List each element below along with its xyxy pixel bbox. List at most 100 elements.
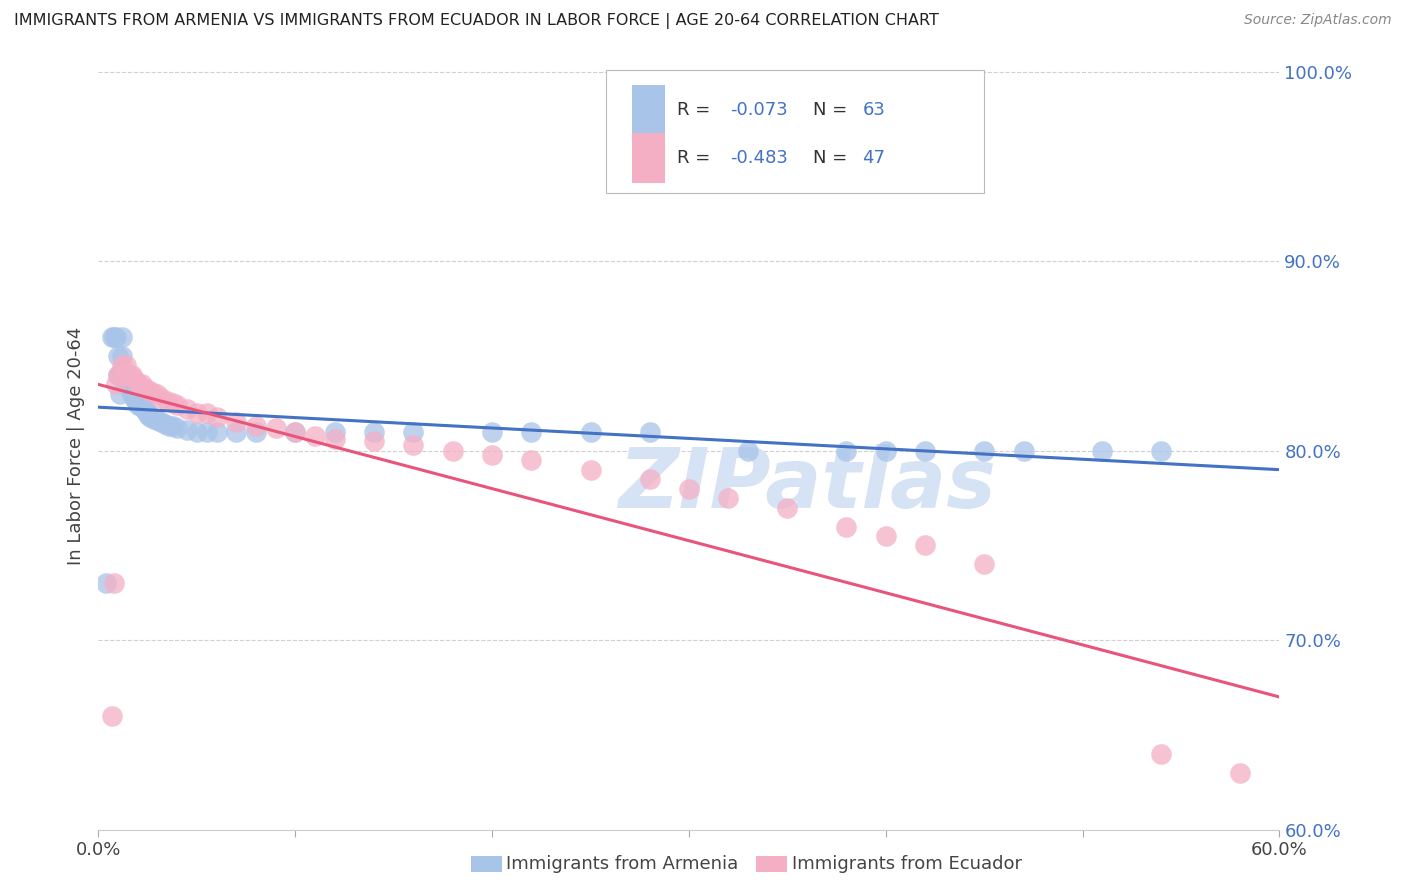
Point <box>146 413 169 427</box>
Text: N =: N = <box>813 149 853 168</box>
Point <box>1150 443 1173 458</box>
Point <box>96 576 118 591</box>
Point <box>156 394 179 409</box>
Point <box>914 538 936 552</box>
Point <box>115 374 138 388</box>
Point <box>128 398 150 412</box>
Text: ZIPatlas: ZIPatlas <box>619 444 995 524</box>
Point <box>107 349 129 363</box>
Y-axis label: In Labor Force | Age 20-64: In Labor Force | Age 20-64 <box>66 326 84 566</box>
Text: Immigrants from Ecuador: Immigrants from Ecuador <box>792 855 1022 873</box>
Point <box>176 402 198 417</box>
Point <box>112 368 135 382</box>
Point <box>264 421 287 435</box>
Point <box>111 359 134 373</box>
Point <box>914 443 936 458</box>
Point <box>108 368 131 382</box>
Point <box>678 482 700 496</box>
Text: -0.483: -0.483 <box>730 149 789 168</box>
Text: IMMIGRANTS FROM ARMENIA VS IMMIGRANTS FROM ECUADOR IN LABOR FORCE | AGE 20-64 CO: IMMIGRANTS FROM ARMENIA VS IMMIGRANTS FR… <box>14 13 939 29</box>
Point <box>166 421 188 435</box>
Point <box>141 384 163 399</box>
Point <box>115 372 138 386</box>
Point <box>132 381 155 395</box>
Point <box>284 425 307 439</box>
Point <box>1012 443 1035 458</box>
Point <box>323 433 346 447</box>
FancyBboxPatch shape <box>606 70 984 193</box>
Point <box>195 425 218 439</box>
Point <box>121 387 143 401</box>
Point <box>107 368 129 382</box>
Point <box>155 417 177 432</box>
Point <box>245 419 267 434</box>
Point <box>131 400 153 414</box>
Point <box>142 411 165 425</box>
Point <box>520 453 543 467</box>
Point <box>776 500 799 515</box>
Point <box>186 406 208 420</box>
Point <box>284 425 307 439</box>
Point <box>402 425 425 439</box>
Point <box>737 443 759 458</box>
Point <box>150 415 173 429</box>
Point <box>225 415 247 429</box>
Point <box>127 376 149 390</box>
Point <box>875 443 897 458</box>
Point <box>132 402 155 417</box>
Text: Source: ZipAtlas.com: Source: ZipAtlas.com <box>1244 13 1392 28</box>
Point <box>125 394 148 409</box>
Point <box>146 387 169 401</box>
Text: N =: N = <box>813 101 853 119</box>
Point <box>363 434 385 449</box>
Point <box>107 368 129 382</box>
Point <box>136 408 159 422</box>
Point <box>402 438 425 452</box>
Point <box>579 463 602 477</box>
Point <box>112 368 135 382</box>
Point <box>103 330 125 344</box>
Point <box>118 368 141 382</box>
Point <box>127 396 149 410</box>
Text: R =: R = <box>678 101 716 119</box>
Point <box>162 419 184 434</box>
Point <box>117 368 139 382</box>
Point <box>304 428 326 442</box>
Point <box>136 406 159 420</box>
Point <box>136 383 159 397</box>
Point <box>323 425 346 439</box>
Point <box>121 368 143 382</box>
Point <box>138 409 160 424</box>
Point <box>125 392 148 407</box>
Point <box>117 376 139 390</box>
Point <box>875 529 897 543</box>
Point <box>835 443 858 458</box>
Point <box>117 377 139 392</box>
Point <box>135 404 157 418</box>
Point <box>441 443 464 458</box>
Bar <box>633 85 665 135</box>
Point <box>186 425 208 439</box>
Point <box>195 406 218 420</box>
Point <box>103 576 125 591</box>
Point <box>205 425 228 439</box>
Point <box>162 396 184 410</box>
Point <box>176 423 198 437</box>
Point <box>717 491 740 505</box>
Point <box>112 368 135 382</box>
Point <box>101 330 124 344</box>
Point <box>205 409 228 424</box>
Point <box>111 330 134 344</box>
Point <box>157 419 180 434</box>
Text: Immigrants from Armenia: Immigrants from Armenia <box>506 855 738 873</box>
Point <box>1229 765 1251 780</box>
Point <box>122 387 145 401</box>
Point <box>141 409 163 424</box>
Text: 63: 63 <box>862 101 886 119</box>
Point <box>108 387 131 401</box>
Point <box>1091 443 1114 458</box>
Point <box>973 443 995 458</box>
Point <box>835 519 858 533</box>
Point <box>121 384 143 399</box>
Point <box>1150 747 1173 761</box>
